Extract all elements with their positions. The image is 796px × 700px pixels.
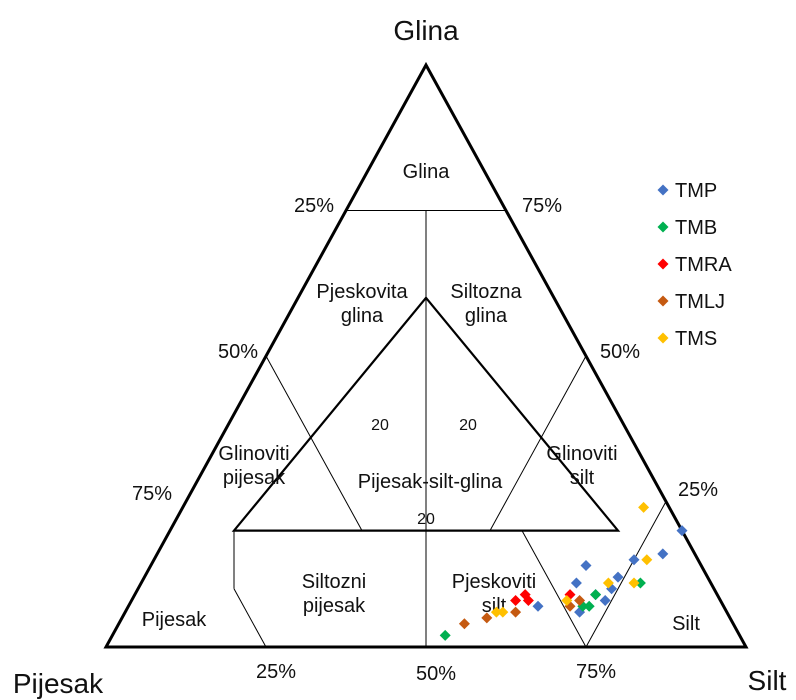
- region-boundaries: [231, 210, 667, 648]
- data-point-tmp: [580, 560, 592, 572]
- region-label-glinoviti-pijesak: Glinoviti: [218, 443, 289, 465]
- data-point-tmp: [628, 554, 640, 566]
- data-point-tmp: [532, 600, 544, 612]
- legend-label-tmra: TMRA: [675, 254, 732, 276]
- data-point-tmp: [676, 525, 688, 537]
- data-point-tmlj: [574, 594, 586, 606]
- region-label-siltozni-pijesak: pijesak: [303, 595, 366, 617]
- legend-label-tmb: TMB: [675, 217, 717, 239]
- data-point-tmlj: [458, 618, 470, 630]
- tick-labels: 25% 50% 75% 75% 50% 25% 25% 50% 75%: [132, 195, 718, 685]
- vertex-label-left: Pijesak: [13, 668, 104, 699]
- data-point-tmp: [570, 577, 582, 589]
- tick-bottom-2: 75%: [576, 661, 616, 683]
- triangle-frame: [103, 61, 749, 649]
- region-label-siltozni-pijesak: Siltozni: [302, 571, 366, 593]
- data-point-tms: [602, 577, 614, 589]
- data-point-tmp: [657, 548, 669, 560]
- legend-marker-tmra: [657, 258, 669, 270]
- region-label-siltozna-glina: Siltozna: [450, 281, 522, 303]
- inner-triangle-label-1: 20: [459, 417, 477, 434]
- region-label-silt: Silt: [672, 613, 700, 635]
- region-labels: GlinaPjeskovitaglinaSiltoznaglinaGlinovi…: [142, 161, 701, 635]
- region-label-glinoviti-pijesak: pijesak: [223, 467, 286, 489]
- data-point-tmra: [519, 589, 531, 601]
- tick-right-0: 75%: [522, 195, 562, 217]
- tick-right-2: 25%: [678, 479, 718, 501]
- inner-triangle-label-2: 20: [417, 511, 435, 528]
- region-label-glina: Glina: [403, 161, 451, 183]
- boundary-silt: [585, 501, 667, 648]
- data-point-tms: [628, 577, 640, 589]
- legend-marker-tmp: [657, 184, 669, 196]
- tick-left-0: 25%: [294, 195, 334, 217]
- data-point-tms: [497, 606, 509, 618]
- data-point-tmp: [612, 571, 624, 583]
- region-label-pijesak: Pijesak: [142, 609, 207, 631]
- data-point-tmlj: [510, 606, 522, 618]
- inner-triangle: [231, 296, 621, 532]
- data-point-tms: [561, 594, 573, 606]
- tick-left-2: 75%: [132, 483, 172, 505]
- region-label-pjeskovita-glina: glina: [341, 305, 384, 327]
- vertex-label-top: Glina: [393, 15, 459, 46]
- data-point-tmp: [599, 594, 611, 606]
- data-point-tmlj: [481, 612, 493, 624]
- tick-right-1: 50%: [600, 341, 640, 363]
- vertex-label-right: Silt: [748, 665, 787, 696]
- data-point-tms: [490, 606, 502, 618]
- legend-marker-tmlj: [657, 295, 669, 307]
- data-point-tms: [638, 501, 650, 513]
- region-label-pjeskoviti-silt: Pjeskoviti: [452, 571, 536, 593]
- data-point-tms: [641, 554, 653, 566]
- boundary-sand: [233, 588, 267, 648]
- data-point-tmb: [634, 577, 646, 589]
- boundary-sandy-clay: [265, 355, 363, 531]
- tick-left-1: 50%: [218, 341, 258, 363]
- boundary-silty-clay: [489, 355, 587, 531]
- inner-triangle-label-0: 20: [371, 417, 389, 434]
- boundary-sandy-silt: [521, 530, 587, 648]
- legend-label-tmlj: TMLJ: [675, 291, 725, 313]
- legend-marker-tms: [657, 332, 669, 344]
- legend-marker-tmb: [657, 221, 669, 233]
- legend-label-tms: TMS: [675, 328, 717, 350]
- region-label-pjeskovita-glina: Pjeskovita: [316, 281, 408, 303]
- outer-triangle: [103, 61, 749, 649]
- data-points: [439, 501, 688, 641]
- tick-bottom-1: 50%: [416, 663, 456, 685]
- legend-label-tmp: TMP: [675, 180, 717, 202]
- data-point-tmb: [439, 629, 451, 641]
- region-label-glinoviti-silt: Glinoviti: [546, 443, 617, 465]
- region-label-siltozna-glina: glina: [465, 305, 508, 327]
- vertex-labels: Glina Pijesak Silt: [13, 15, 787, 699]
- data-point-tmb: [590, 589, 602, 601]
- region-label-pijesak-silt-glina: Pijesak-silt-glina: [358, 471, 503, 493]
- legend: TMP TMB TMRA TMLJ TMS: [657, 180, 732, 350]
- data-point-tmb: [583, 600, 595, 612]
- data-point-tmra: [510, 594, 522, 606]
- region-label-glinoviti-silt: silt: [570, 467, 595, 489]
- tick-bottom-0: 25%: [256, 661, 296, 683]
